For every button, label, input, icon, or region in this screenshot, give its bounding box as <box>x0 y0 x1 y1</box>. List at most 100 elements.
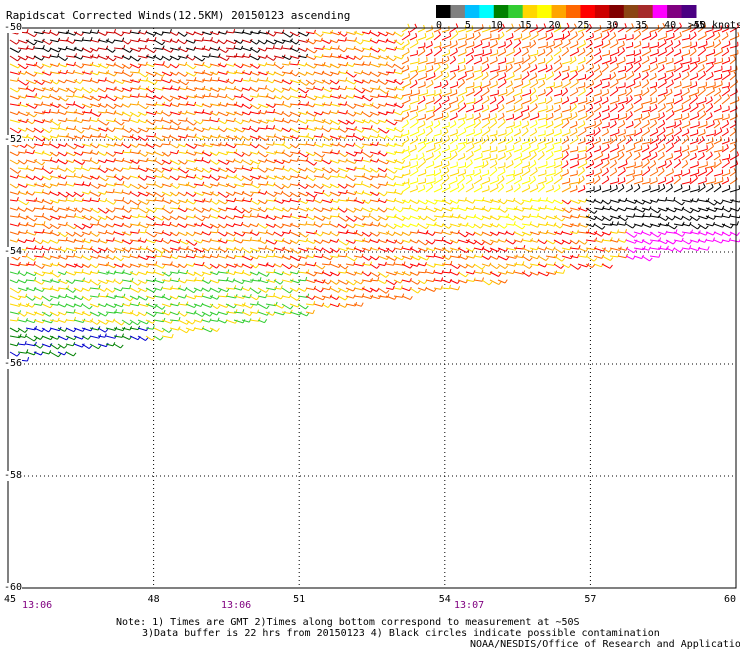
wind-barb <box>217 95 226 99</box>
wind-barb <box>425 207 436 213</box>
wind-barb-tick <box>698 57 700 62</box>
wind-barb-tick <box>607 143 610 148</box>
wind-barb-tick <box>128 129 133 133</box>
wind-barb-tick <box>288 145 293 150</box>
wind-barb <box>321 223 330 226</box>
wind-barb <box>145 199 156 202</box>
wind-barb <box>657 115 665 121</box>
wind-barb <box>721 123 729 129</box>
wind-barb-tick <box>152 150 156 155</box>
wind-barb <box>153 63 164 66</box>
wind-barb-tick <box>575 120 578 126</box>
wind-barb-tick <box>167 240 172 244</box>
wind-barb-tick <box>503 167 506 172</box>
wind-barb <box>505 239 514 245</box>
wind-barb <box>265 191 275 198</box>
wind-barb <box>153 143 161 148</box>
wind-barb-tick <box>26 112 30 116</box>
wind-barb <box>201 207 210 212</box>
wind-barb-tick <box>552 240 557 245</box>
wind-barb <box>649 28 660 33</box>
wind-barb-tick <box>704 238 708 243</box>
wind-barb-tick <box>137 129 142 134</box>
wind-barb-tick <box>632 175 635 180</box>
wind-barb-tick <box>641 161 643 166</box>
wind-barb <box>321 199 332 204</box>
wind-barb <box>337 127 346 133</box>
wind-barb-tick <box>433 136 435 141</box>
wind-barb <box>697 223 706 230</box>
wind-barb-tick <box>320 185 324 189</box>
wind-barb-tick <box>593 210 598 214</box>
wind-barb-tick <box>728 105 730 110</box>
wind-barb <box>145 247 154 253</box>
wind-barb-tick <box>599 185 602 190</box>
wind-barb <box>161 63 169 69</box>
wind-barb <box>617 239 625 243</box>
wind-barb-tick <box>321 153 326 158</box>
wind-barb <box>9 223 19 227</box>
wind-barb-tick <box>25 201 30 206</box>
wind-barb <box>81 191 89 195</box>
wind-barb-tick <box>346 229 349 234</box>
wind-barb <box>321 119 331 125</box>
wind-barb-tick <box>513 95 516 101</box>
wind-barb <box>89 247 99 254</box>
wind-barb <box>25 191 33 196</box>
wind-barb <box>689 45 697 49</box>
wind-barb-tick <box>525 24 529 29</box>
wind-barb <box>441 44 452 49</box>
wind-barb-tick <box>647 127 651 132</box>
wind-barb <box>633 84 641 89</box>
wind-barb <box>281 199 290 203</box>
wind-barb <box>561 199 569 205</box>
wind-barb <box>625 207 636 211</box>
wind-barb <box>465 223 474 229</box>
wind-barb-tick <box>690 229 693 234</box>
wind-barb <box>249 207 260 212</box>
wind-barb <box>41 231 52 235</box>
wind-barb <box>697 89 706 97</box>
wind-barb <box>361 127 372 130</box>
wind-barb <box>273 39 284 44</box>
wind-barb <box>281 223 291 227</box>
wind-barb <box>537 108 548 113</box>
wind-barb-tick <box>313 169 317 173</box>
wind-barb-tick <box>710 151 713 156</box>
wind-barb-tick <box>456 183 460 188</box>
wind-barb-tick <box>633 79 636 85</box>
wind-barb <box>369 39 377 44</box>
wind-barb <box>329 63 339 69</box>
wind-barb-tick <box>550 64 553 69</box>
wind-barb <box>361 47 371 51</box>
wind-barb <box>473 178 483 185</box>
wind-barb <box>73 199 83 203</box>
wind-barb <box>25 55 34 60</box>
wind-barb-tick <box>597 64 601 69</box>
wind-barb <box>657 51 667 57</box>
wind-barb <box>337 143 345 148</box>
wind-barb <box>321 215 330 220</box>
wind-barb-tick <box>274 175 277 180</box>
wind-barb <box>249 183 259 189</box>
wind-barb <box>9 159 18 165</box>
wind-barb-tick <box>638 152 641 157</box>
wind-barb <box>537 180 547 185</box>
wind-barb <box>161 143 170 146</box>
wind-barb <box>401 83 412 89</box>
wind-barb <box>313 31 321 37</box>
wind-barb-tick <box>576 87 579 92</box>
wind-barb <box>625 133 636 137</box>
wind-barb <box>89 119 98 123</box>
wind-barb <box>625 53 635 57</box>
wind-barb <box>617 132 626 137</box>
wind-barb-tick <box>153 49 157 53</box>
wind-barb <box>337 103 346 106</box>
wind-barb <box>297 111 307 115</box>
wind-barb <box>377 31 387 37</box>
wind-barb-tick <box>392 109 395 114</box>
wind-barb <box>417 161 426 169</box>
wind-barb <box>273 247 283 251</box>
wind-barb <box>201 79 211 82</box>
wind-barb-tick <box>305 153 310 158</box>
